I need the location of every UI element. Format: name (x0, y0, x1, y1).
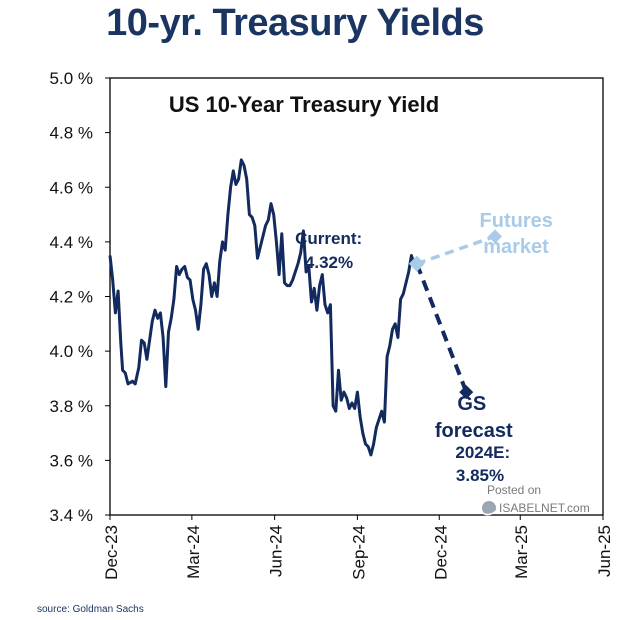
gs-annotation: GS forecast 2024E: 3.85% (435, 393, 517, 485)
x-tick-label: Mar-25 (512, 525, 531, 579)
x-tick-label: Jun-25 (595, 525, 614, 577)
plot-area (109, 77, 604, 516)
current-label: Current: (295, 229, 362, 248)
watermark: Posted on ISABELNET.com (480, 483, 590, 516)
source-note: source: Goldman Sachs (37, 604, 144, 615)
x-tick-label: Dec-23 (102, 525, 121, 580)
y-tick-label: 3.8 % (50, 397, 93, 416)
y-tick-label: 3.6 % (50, 451, 93, 470)
watermark-globe-icon (482, 501, 496, 515)
watermark-line1: Posted on (487, 483, 541, 497)
y-axis: 3.4 % 3.6 % 3.8 % 4.0 % 4.2 % 4.4 % 4.6 % 4.8 %… (50, 69, 110, 525)
page-title: 10-yr. Treasury Yields (106, 2, 484, 44)
y-tick-label: 5.0 % (50, 69, 93, 88)
chart-title: US 10-Year Treasury Yield (169, 92, 439, 117)
y-tick-label: 4.8 % (50, 124, 93, 143)
y-tick-label: 4.6 % (50, 178, 93, 197)
x-axis: Dec-23 Mar-24 Jun-24 Sep-24 Dec-24 Mar-25 Jun-… (102, 515, 614, 580)
gs-label-line4: 3.85% (456, 466, 504, 485)
x-tick-label: Mar-24 (184, 525, 203, 579)
current-value: 4.32% (305, 253, 353, 272)
gs-forecast-marker (459, 385, 474, 400)
y-tick-label: 3.4 % (50, 506, 93, 525)
y-tick-label: 4.0 % (50, 342, 93, 361)
gs-forecast-line (414, 262, 469, 393)
futures-label-line1: Futures (480, 210, 553, 232)
watermark-swoosh (480, 506, 501, 516)
actual-yield-line (108, 158, 417, 457)
series-layer (108, 158, 503, 457)
futures-annotation: Futures market (480, 210, 559, 258)
futures-end-marker (488, 229, 503, 244)
watermark-line2: ISABELNET.com (499, 501, 590, 515)
gs-label-line1: GS (457, 393, 486, 415)
y-tick-label: 4.4 % (50, 233, 93, 252)
current-annotation: Current: 4.32% (295, 229, 367, 272)
current-marker (408, 255, 425, 272)
y-tick-label: 4.2 % (50, 288, 93, 307)
x-tick-label: Jun-24 (267, 525, 286, 577)
x-tick-label: Dec-24 (431, 525, 450, 580)
gs-label-line3: 2024E: (455, 443, 510, 462)
x-tick-label: Sep-24 (349, 525, 368, 580)
gs-label-line2: forecast (435, 420, 513, 442)
futures-label-line2: market (483, 236, 549, 258)
